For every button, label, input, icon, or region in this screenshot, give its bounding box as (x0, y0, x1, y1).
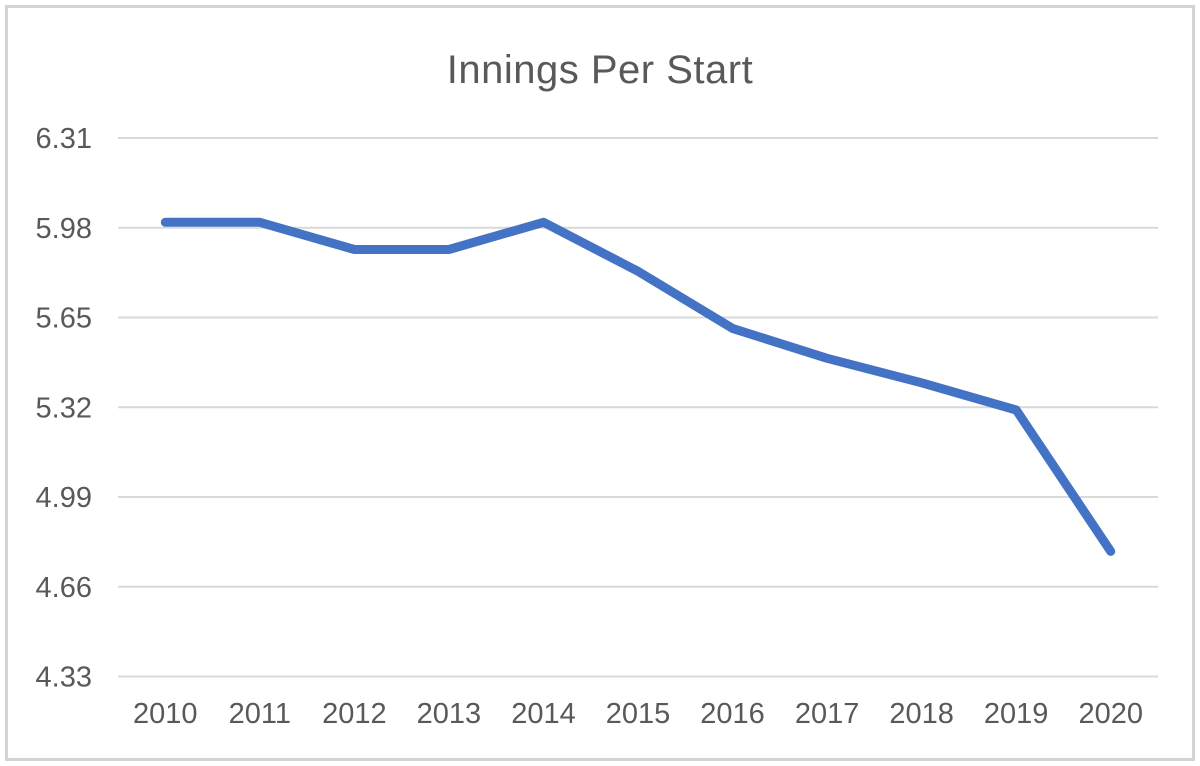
y-tick-label: 5.98 (36, 213, 92, 245)
y-tick-label: 5.32 (36, 392, 92, 424)
chart-frame: Innings Per Start (5, 5, 1195, 761)
x-tick-label: 2020 (1078, 698, 1143, 730)
x-tick-label: 2013 (417, 698, 482, 730)
y-tick-label: 4.33 (36, 662, 92, 694)
y-tick-label: 6.31 (36, 123, 92, 155)
x-tick-label: 2012 (322, 698, 387, 730)
x-tick-label: 2015 (606, 698, 671, 730)
data-line-series (160, 217, 1116, 556)
x-tick-label: 2018 (889, 698, 954, 730)
x-tick-label: 2010 (133, 698, 198, 730)
x-tick-label: 2017 (795, 698, 860, 730)
y-tick-label: 4.99 (36, 482, 92, 514)
x-tick-label: 2019 (984, 698, 1049, 730)
y-tick-label: 4.66 (36, 572, 92, 604)
x-tick-label: 2011 (229, 698, 291, 730)
chart-title: Innings Per Start (446, 48, 754, 92)
x-tick-label: 2014 (511, 698, 576, 730)
y-tick-label: 5.65 (36, 303, 92, 335)
x-tick-label: 2016 (700, 698, 765, 730)
